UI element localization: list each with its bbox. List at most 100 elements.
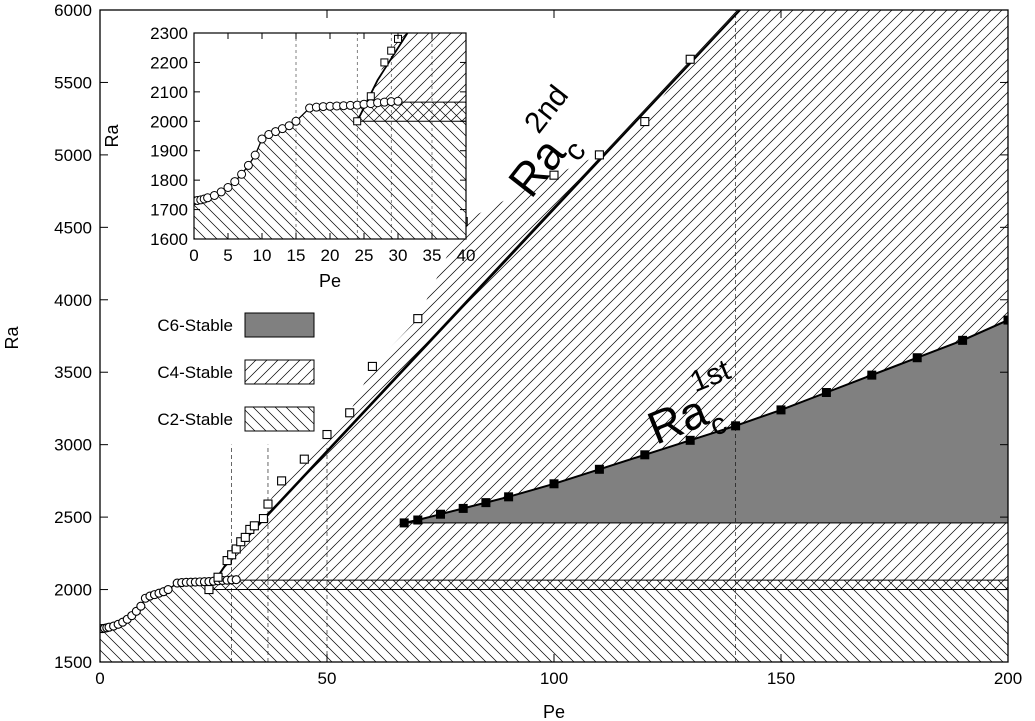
x-axis-label: Pe [543,702,565,721]
c2-point [231,575,241,585]
inset-c2-point [209,190,219,200]
inset-y-tick-label: 1900 [150,142,188,161]
inset-c2-point [393,96,403,106]
inset-c4-point [387,46,396,55]
y-tick-label: 3000 [54,436,92,455]
c4-point [213,572,223,582]
y-tick-label: 4000 [54,291,92,310]
c4-point [367,361,377,371]
inset-y-tick-label: 2200 [150,53,188,72]
x-tick-label: 0 [95,669,104,688]
y-tick-label: 1500 [54,653,92,672]
c4-point [322,429,332,440]
inset-content [194,0,466,239]
inset-overlap-hatch [357,102,466,122]
inset-c2-point [216,187,226,197]
c6-point [867,370,877,380]
inset-y-tick-label: 2300 [150,24,188,43]
inset-y-axis-label: Ra [102,124,122,148]
c4-point [277,476,287,486]
c6-point [549,479,559,489]
legend-label: C6-Stable [157,316,233,335]
c6-point [912,353,922,363]
inset-y-tick-label: 2000 [150,112,188,131]
inset-x-tick-label: 35 [423,246,442,265]
c6-point [504,492,514,502]
legend-label: C4-Stable [157,363,233,382]
c4-point [549,170,559,180]
inset-y-tick-label: 1600 [150,230,188,249]
inset-x-axis-label: Pe [319,271,341,291]
c6-point [685,435,695,445]
inset-y-tick-label: 2100 [150,83,188,102]
inset-c2-point [257,134,267,144]
inset-y-tick-label: 1800 [150,171,188,190]
inset-c4-point [401,21,408,28]
x-tick-label: 100 [540,669,568,688]
inset-c4-point [415,0,422,3]
inset-c2-region [194,101,466,239]
inset-c2-point [291,116,301,126]
inset-x-tick-label: 20 [321,246,340,265]
inset-x-tick-label: 5 [223,246,232,265]
x-tick-label: 50 [318,669,337,688]
inset-x-tick-label: 25 [355,246,374,265]
y-axis-label: Ra [2,326,22,350]
y-tick-label: 4500 [54,218,92,237]
c4-point [240,532,250,542]
c4-point [345,408,355,418]
y-tick-label: 5500 [54,73,92,92]
c4-point [594,150,604,160]
inset-c2-point [250,150,260,160]
inset-x-tick-label: 10 [253,246,272,265]
c6-point [821,388,831,398]
c6-point [958,335,968,345]
legend-swatch [244,359,315,385]
c4-point [413,314,423,324]
inset-c2-point [223,183,233,192]
inset-c2-point [284,121,294,131]
c6-point [458,503,468,513]
c4-point [204,585,214,595]
x-tick-label: 150 [767,669,795,688]
y-tick-label: 5000 [54,146,92,165]
c2-point [163,585,173,595]
c4-point [640,117,650,127]
legend-swatch [244,406,315,432]
c4-point [258,514,268,524]
x-tick-label: 200 [994,669,1022,688]
inset-x-tick-label: 40 [457,246,476,265]
inset-x-tick-label: 0 [189,246,198,265]
inset-c4-point [366,92,375,101]
c6-point [399,518,409,528]
legend-swatch [244,312,315,338]
inset-y-tick-label: 1700 [150,201,188,220]
c4-point [249,521,259,531]
main-regions [100,10,1008,662]
inset-c4-point [353,117,362,126]
inset-c2-point [230,177,240,187]
inset-x-tick-label: 30 [389,246,408,265]
ra-c-2nd-fit [235,10,739,548]
inset-c2-point [243,160,253,170]
overlap-band-hatch [208,580,1008,590]
c4-point [685,54,695,64]
c6-point [776,405,786,415]
c6-point [640,450,650,460]
y-tick-label: 6000 [54,1,92,20]
c6-point [413,515,423,525]
series-1-label-sup: 2nd [518,79,575,139]
inset-x-tick-label: 15 [287,246,306,265]
c6-point [731,421,741,431]
c2-point [136,601,146,611]
c6-point [594,464,604,474]
c6-point [436,509,445,519]
inset-c4-point [380,58,389,67]
y-tick-label: 3500 [54,363,92,382]
y-tick-label: 2000 [54,581,92,600]
legend-label: C2-Stable [157,410,233,429]
c6-point [1003,315,1008,325]
c6-point [481,498,491,508]
c4-point [299,454,309,464]
